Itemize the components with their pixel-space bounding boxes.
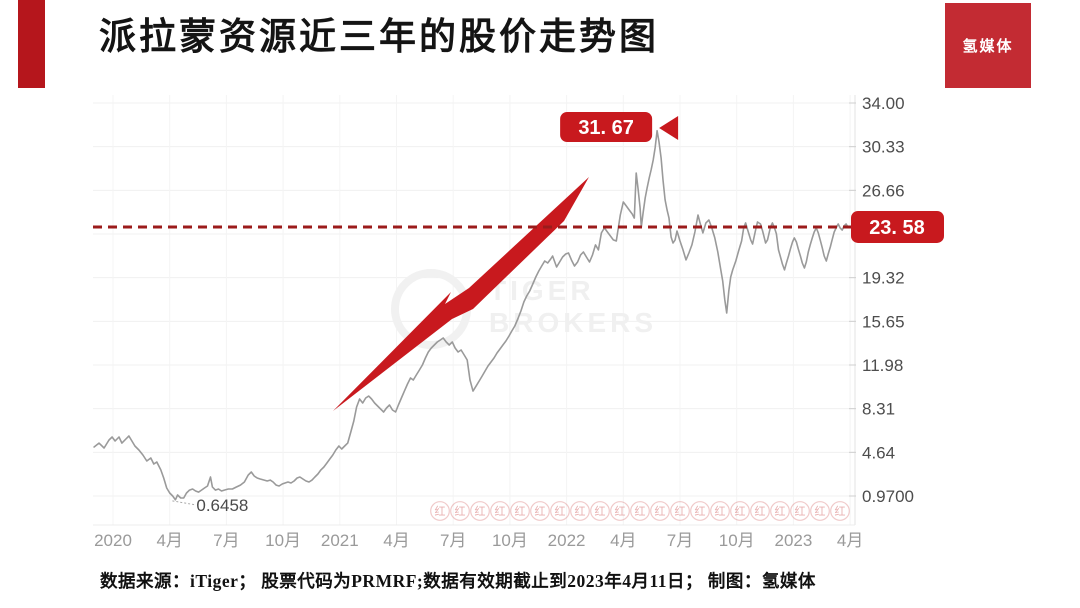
stamp-circle xyxy=(470,501,490,521)
x-axis-label: 4月 xyxy=(156,531,182,550)
y-axis-label: 30.33 xyxy=(862,138,905,157)
stamp-circle xyxy=(750,501,770,521)
x-axis-label: 4月 xyxy=(610,531,636,550)
stamp-char: 红 xyxy=(515,505,526,518)
current-price-text: 23. 58 xyxy=(869,217,925,239)
stamp-char: 红 xyxy=(575,505,586,518)
stamp-char: 红 xyxy=(795,505,806,518)
y-axis-label: 0.9700 xyxy=(862,487,914,506)
stamp-circle xyxy=(770,501,790,521)
y-axis-label: 19.32 xyxy=(862,269,905,288)
stamp-char: 红 xyxy=(815,505,826,518)
y-axis-label: 34.00 xyxy=(862,94,905,113)
low-leader-line xyxy=(172,500,196,506)
y-axis-label: 4.64 xyxy=(862,443,895,462)
x-axis-label: 10月 xyxy=(719,531,755,550)
stamp-circle xyxy=(650,501,670,521)
x-axis-label: 10月 xyxy=(265,531,301,550)
stamp-char: 红 xyxy=(715,505,726,518)
stamp-circle xyxy=(590,501,610,521)
stamp-char: 红 xyxy=(555,505,566,518)
stamp-char: 红 xyxy=(595,505,606,518)
x-axis-label: 2020 xyxy=(94,531,132,550)
stamp-char: 红 xyxy=(635,505,646,518)
stamp-char: 红 xyxy=(435,505,446,518)
broker-watermark-line2: BROKERS xyxy=(489,307,657,338)
stamp-circle xyxy=(570,501,590,521)
stamp-circle xyxy=(610,501,630,521)
stamp-circle xyxy=(530,501,550,521)
stamp-char: 红 xyxy=(835,505,846,518)
broker-watermark-line1: TIGER xyxy=(489,275,595,306)
peak-pointer-icon xyxy=(659,116,679,140)
brand-badge: 氢媒体 xyxy=(945,3,1031,88)
stamp-circle xyxy=(810,501,830,521)
x-axis-label: 2022 xyxy=(548,531,586,550)
stamp-char: 红 xyxy=(475,505,486,518)
peak-price-text: 31. 67 xyxy=(578,117,634,139)
y-axis-label: 15.65 xyxy=(862,312,905,331)
uptrend-arrow xyxy=(333,177,589,411)
x-axis-label: 7月 xyxy=(213,531,239,550)
y-axis-label: 26.66 xyxy=(862,181,905,200)
stamp-char: 红 xyxy=(695,505,706,518)
stamp-char: 红 xyxy=(755,505,766,518)
x-axis-label: 2021 xyxy=(321,531,359,550)
x-axis-label: 2023 xyxy=(774,531,812,550)
stamp-circle xyxy=(550,501,570,521)
x-axis-label: 7月 xyxy=(667,531,693,550)
x-axis-label: 7月 xyxy=(440,531,466,550)
stamp-circle xyxy=(710,501,730,521)
stamp-char: 红 xyxy=(675,505,686,518)
stamp-circle xyxy=(430,501,450,521)
low-price-label: 0.6458 xyxy=(196,496,248,515)
stamp-circle xyxy=(510,501,530,521)
page-title: 派拉蒙资源近三年的股价走势图 xyxy=(99,17,659,58)
current-price-badge xyxy=(851,210,944,243)
x-axis-label: 4月 xyxy=(837,531,863,550)
x-axis-label: 4月 xyxy=(383,531,409,550)
stamp-char: 红 xyxy=(495,505,506,518)
stamp-circle xyxy=(490,501,510,521)
stamp-char: 红 xyxy=(735,505,746,518)
price-line xyxy=(93,129,849,501)
stamp-circle xyxy=(690,501,710,521)
stamp-char: 红 xyxy=(535,505,546,518)
y-axis-label: 11.98 xyxy=(862,356,903,375)
y-axis-label: 8.31 xyxy=(862,400,895,419)
x-axis-label: 10月 xyxy=(492,531,528,550)
stamp-circle xyxy=(790,501,810,521)
stamp-circle xyxy=(450,501,470,521)
stamp-circle xyxy=(730,501,750,521)
stamp-char: 红 xyxy=(775,505,786,518)
stamp-circle xyxy=(670,501,690,521)
stamp-char: 红 xyxy=(655,505,666,518)
stamp-char: 红 xyxy=(455,505,466,518)
stamp-circle xyxy=(630,501,650,521)
source-caption: 数据来源：iTiger； 股票代码为PRMRF;数据有效期截止到2023年4月1… xyxy=(100,571,816,591)
stamp-char: 红 xyxy=(615,505,626,518)
peak-price-badge xyxy=(560,112,653,142)
title-accent-bar xyxy=(18,0,45,88)
stamp-circle xyxy=(830,501,850,521)
